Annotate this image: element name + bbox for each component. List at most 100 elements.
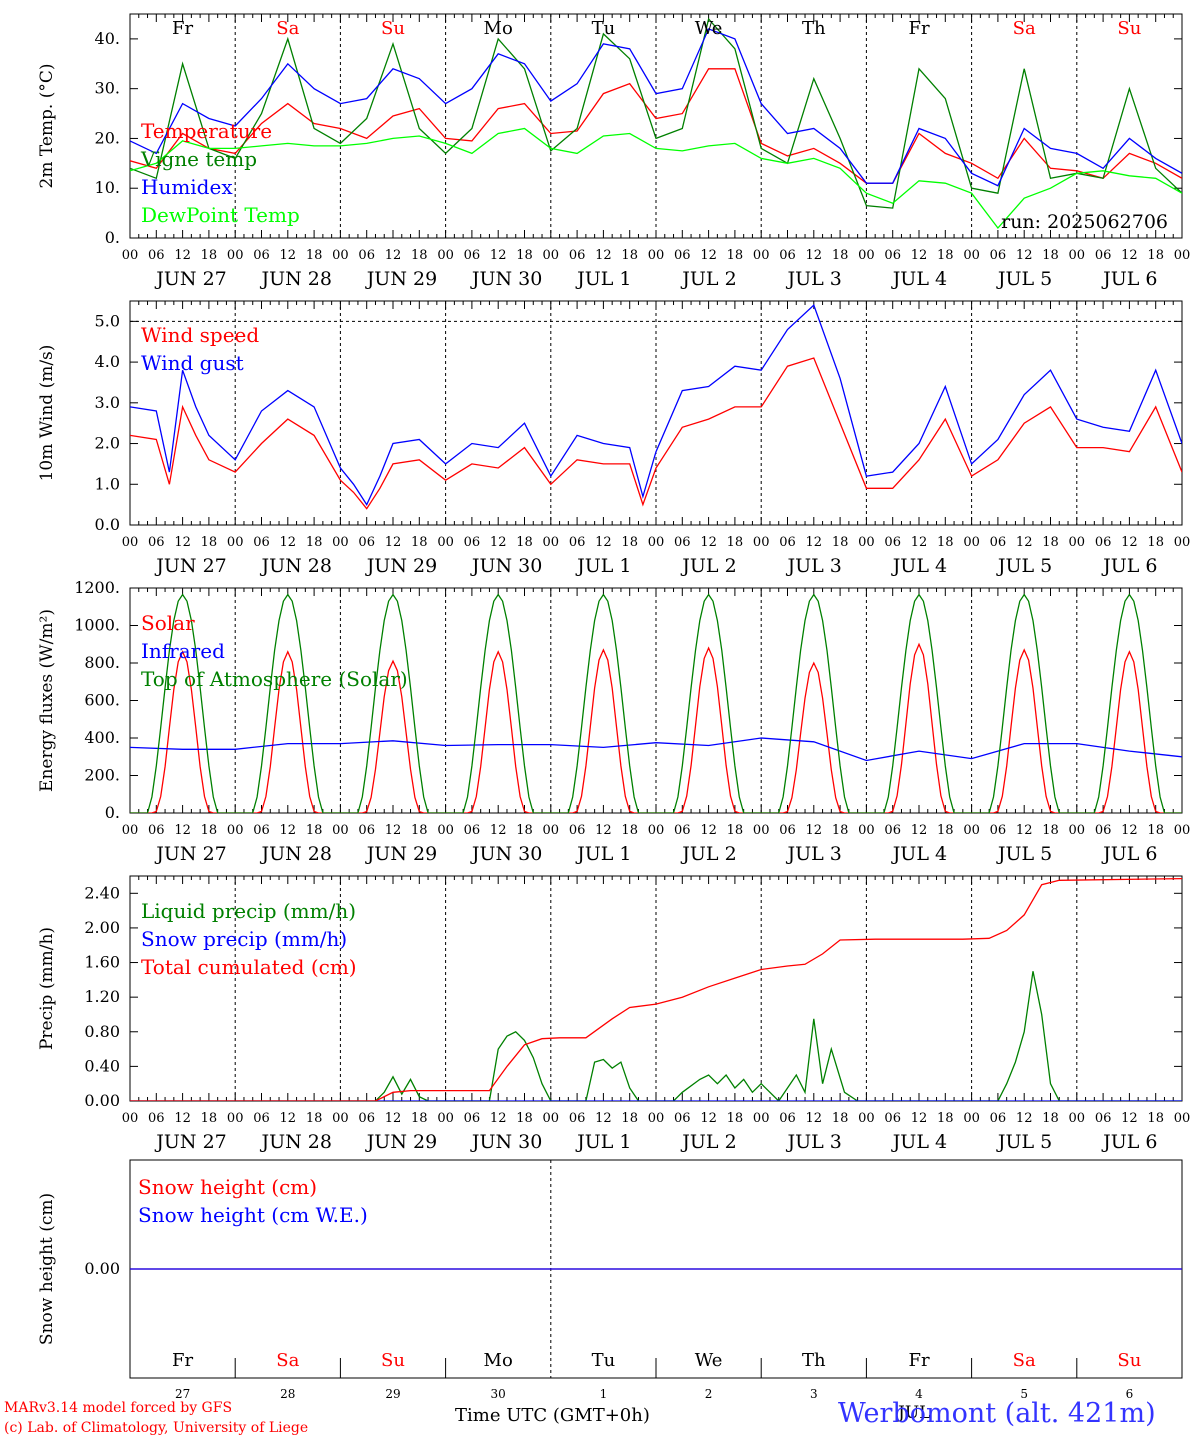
- legend-precip-2: Total cumulated (cm): [141, 955, 357, 979]
- day-number: 30: [491, 1387, 506, 1401]
- hour-label: 00: [1174, 823, 1191, 838]
- hour-label: 18: [832, 1111, 849, 1126]
- panel-temp: [129, 13, 1183, 239]
- series-line-temp-2: [130, 28, 1182, 187]
- y-tick-label: 800.: [84, 653, 120, 672]
- hour-label: 18: [411, 823, 428, 838]
- y-axis-label: 2m Temp. (°C): [37, 63, 57, 188]
- date-label: JUL 4: [891, 1131, 947, 1153]
- hour-label: 06: [148, 1111, 165, 1126]
- y-tick-label: 5.0: [95, 311, 120, 330]
- date-label: JUN 27: [154, 268, 226, 290]
- hour-label: 18: [306, 823, 323, 838]
- hour-label: 18: [201, 1111, 218, 1126]
- hour-label: 18: [727, 1111, 744, 1126]
- weekday-label: Fr: [172, 1350, 193, 1371]
- date-label: JUN 29: [365, 268, 437, 290]
- day-number: 28: [280, 1387, 295, 1401]
- date-label: JUL 3: [786, 843, 842, 865]
- hour-label: 18: [937, 823, 954, 838]
- weekday-label: Su: [1117, 1350, 1141, 1371]
- hour-label: 00: [122, 535, 139, 550]
- legend-energy-0: Solar: [141, 611, 195, 635]
- y-tick-label: 30.: [95, 79, 120, 98]
- date-label: JUN 27: [154, 1131, 226, 1153]
- hour-label: 00: [543, 823, 560, 838]
- day-number: 27: [175, 1387, 190, 1401]
- credit-line-1: MARv3.14 model forced by GFS: [4, 1400, 233, 1416]
- hour-label: 00: [1174, 1111, 1191, 1126]
- weekday-label: Fr: [908, 1350, 929, 1371]
- date-label: JUL 6: [1101, 555, 1157, 577]
- hour-label: 18: [621, 823, 638, 838]
- hour-label: 00: [437, 1111, 454, 1126]
- legend-snow-1: Snow height (cm W.E.): [138, 1203, 368, 1227]
- hour-label: 00: [227, 535, 244, 550]
- date-label: JUL 5: [996, 1131, 1052, 1153]
- hour-label: 06: [569, 535, 586, 550]
- hour-label: 12: [806, 1111, 823, 1126]
- date-label: JUN 30: [470, 1131, 542, 1153]
- hour-label: 18: [727, 248, 744, 263]
- y-axis-label: Energy fluxes (W/m²): [37, 609, 57, 792]
- hour-label: 06: [569, 823, 586, 838]
- station-name: Werbomont (alt. 421m): [838, 1398, 1156, 1429]
- hour-label: 12: [911, 1111, 928, 1126]
- hour-label: 12: [700, 248, 717, 263]
- panel-energy: [129, 587, 1183, 814]
- hour-label: 06: [779, 248, 796, 263]
- y-tick-label: 0.00: [84, 1091, 120, 1110]
- series-line-temp-3: [130, 127, 1182, 230]
- hour-label: 00: [648, 535, 665, 550]
- hour-label: 12: [490, 535, 507, 550]
- y-tick-label: 10.: [95, 178, 120, 197]
- hour-label: 12: [806, 248, 823, 263]
- hour-label: 18: [937, 1111, 954, 1126]
- hour-label: 18: [832, 823, 849, 838]
- hour-label: 06: [779, 1111, 796, 1126]
- hour-label: 06: [1095, 248, 1112, 263]
- hour-label: 06: [253, 823, 270, 838]
- legend-energy-1: Infrared: [141, 639, 225, 663]
- hour-label: 18: [411, 535, 428, 550]
- hour-label: 00: [543, 1111, 560, 1126]
- legend-temp-3: DewPoint Temp: [141, 203, 300, 227]
- date-label: JUL 1: [575, 268, 631, 290]
- date-label: JUN 28: [260, 555, 332, 577]
- hour-label: 18: [306, 535, 323, 550]
- hour-label: 06: [990, 1111, 1007, 1126]
- hour-label: 00: [122, 1111, 139, 1126]
- legend-temp-1: Vigne temp: [140, 147, 257, 171]
- date-label: JUL 3: [786, 555, 842, 577]
- hour-label: 12: [490, 823, 507, 838]
- hour-label: 00: [437, 535, 454, 550]
- hour-label: 00: [227, 823, 244, 838]
- series-line-precip-0: [130, 971, 1182, 1101]
- hour-label: 00: [227, 248, 244, 263]
- hour-label: 00: [753, 1111, 770, 1126]
- hour-label: 06: [990, 535, 1007, 550]
- hour-label: 18: [1147, 535, 1164, 550]
- weekday-label: Mo: [484, 18, 513, 39]
- hour-label: 06: [464, 1111, 481, 1126]
- date-label: JUN 28: [260, 1131, 332, 1153]
- hour-label: 18: [201, 248, 218, 263]
- date-label: JUL 1: [575, 555, 631, 577]
- hour-label: 18: [201, 823, 218, 838]
- panel-frame: [129, 587, 1183, 814]
- date-label: JUL 3: [786, 268, 842, 290]
- weekday-label: Fr: [908, 18, 929, 39]
- y-tick-label: 2.0: [95, 434, 120, 453]
- date-label: JUL 4: [891, 555, 947, 577]
- hour-label: 18: [1042, 248, 1059, 263]
- y-tick-label: 0.80: [84, 1022, 120, 1041]
- date-label: JUN 30: [470, 555, 542, 577]
- date-label: JUL 1: [575, 1131, 631, 1153]
- series-line-energy-2: [130, 593, 1182, 813]
- date-label: JUL 6: [1101, 268, 1157, 290]
- date-label: JUL 6: [1101, 1131, 1157, 1153]
- y-tick-label: 4.0: [95, 352, 120, 371]
- hour-label: 12: [1016, 248, 1033, 263]
- hour-label: 18: [621, 1111, 638, 1126]
- hour-label: 18: [411, 1111, 428, 1126]
